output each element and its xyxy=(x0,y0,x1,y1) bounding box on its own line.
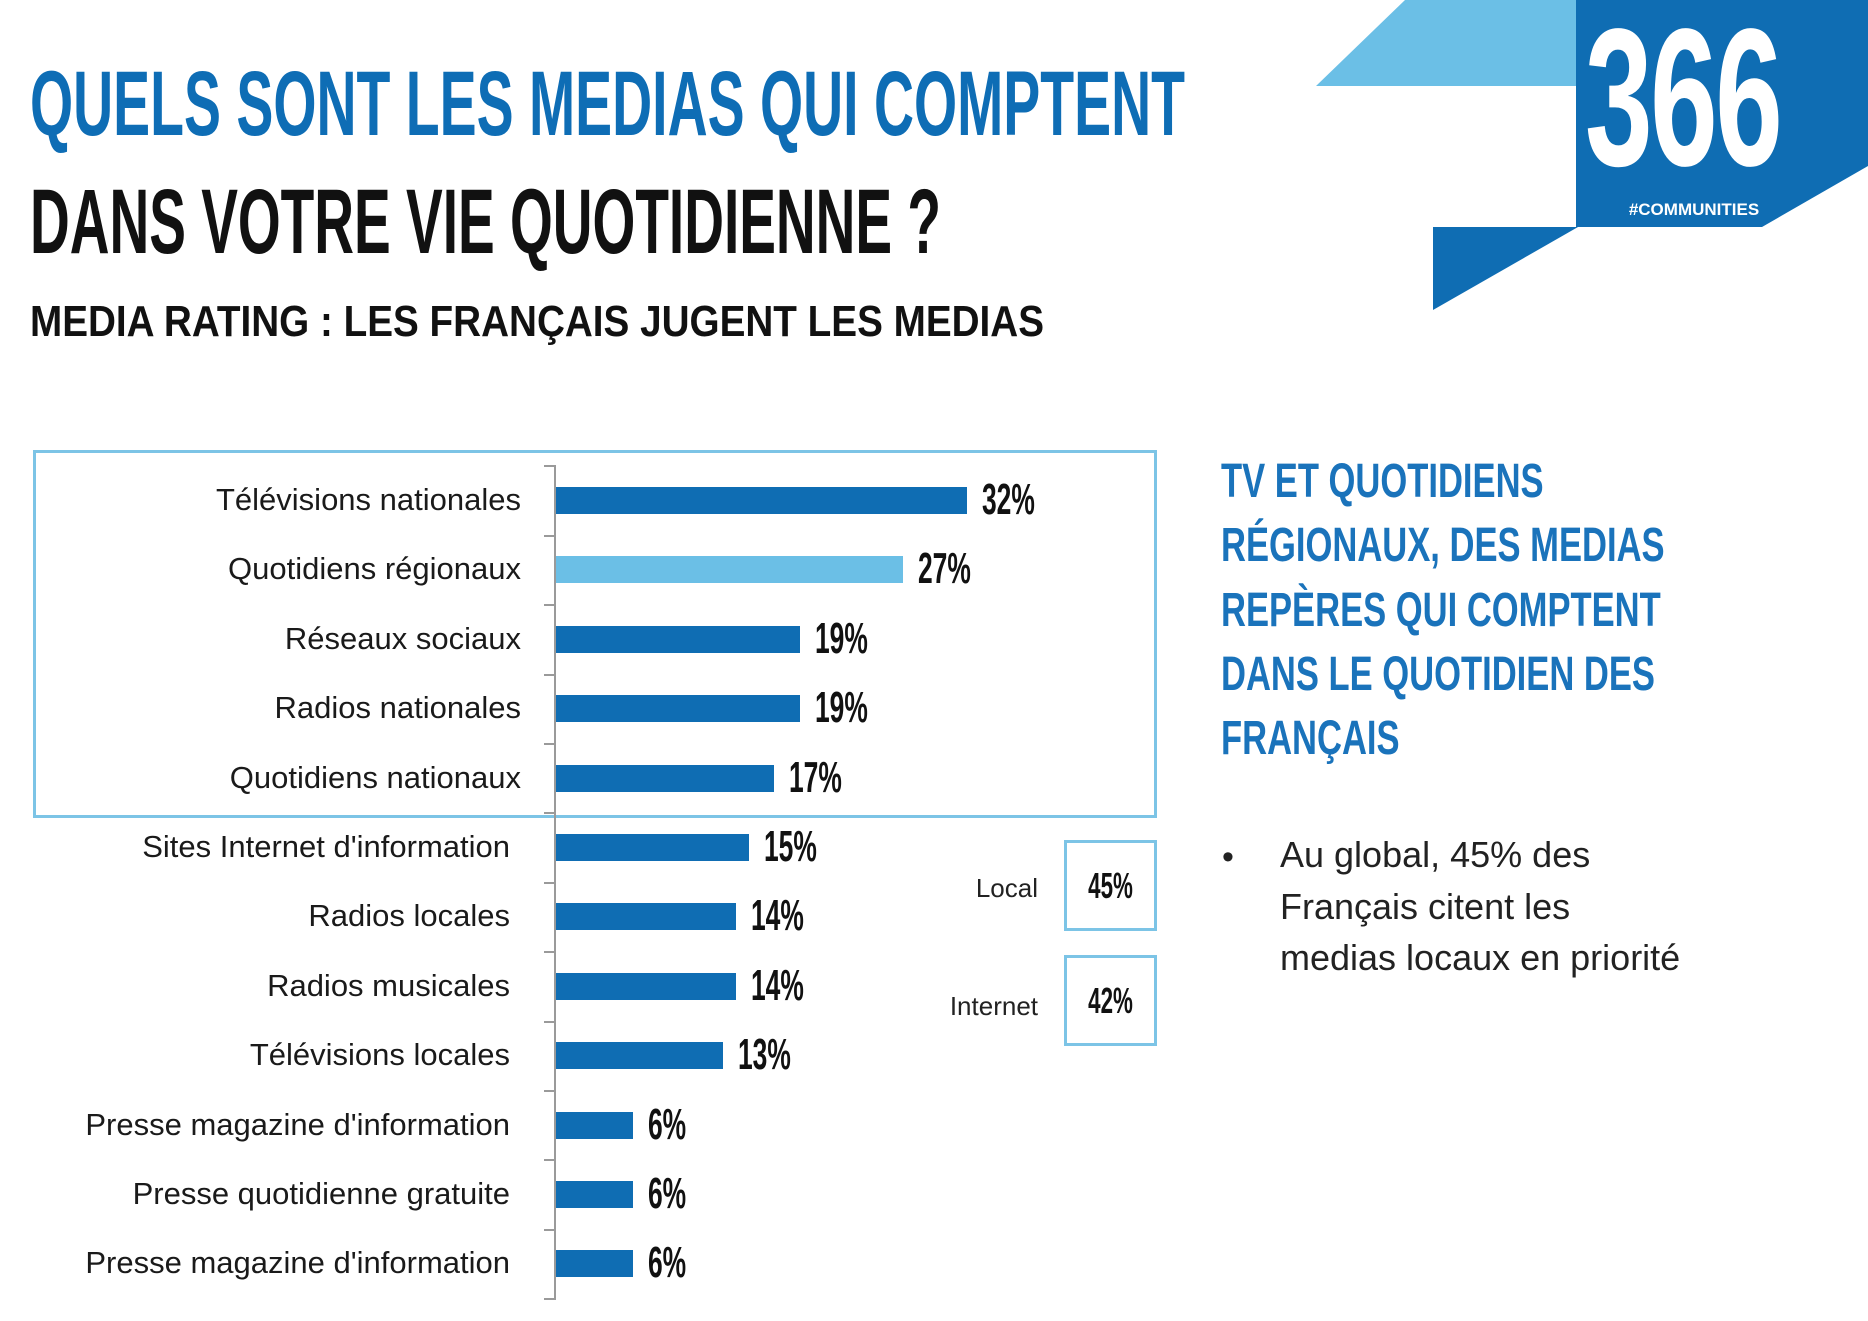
summary-label-local: Local xyxy=(975,873,1038,903)
axis-tick xyxy=(544,1159,554,1162)
summary-box-internet: 42% xyxy=(1064,955,1157,1046)
category-label: Télévisions locales xyxy=(249,1037,510,1073)
axis-tick xyxy=(544,812,554,815)
axis-tick xyxy=(544,1020,554,1023)
summary-value-local: 45% xyxy=(1088,865,1133,906)
value-label: 6% xyxy=(648,1099,687,1149)
category-label: Radios locales xyxy=(308,898,510,934)
logo-light-shape xyxy=(1316,0,1577,86)
category-label: Quotidiens régionaux xyxy=(228,551,521,587)
summary-label-internet: Internet xyxy=(949,991,1038,1021)
value-label: 13% xyxy=(738,1030,791,1080)
bullet-text-line: medias locaux en priorité xyxy=(1280,937,1681,978)
axis-tick xyxy=(544,465,554,468)
category-label: Télévisions nationales xyxy=(215,482,521,517)
bar xyxy=(556,903,736,931)
category-label: Réseaux sociaux xyxy=(284,620,521,656)
bar xyxy=(556,487,968,514)
category-label: Sites Internet d'information xyxy=(142,829,510,864)
value-label: 17% xyxy=(789,752,843,802)
side-heading-line: TV ET QUOTIDIENS xyxy=(1221,455,1544,508)
page-title-line2: DANS VOTRE VIE QUOTIDIENNE ? xyxy=(30,171,941,273)
axis-tick xyxy=(544,1228,554,1231)
axis-tick xyxy=(544,881,554,884)
summary-value-internet: 42% xyxy=(1088,980,1133,1021)
logo-366-communities xyxy=(1316,0,1868,310)
bar xyxy=(556,1181,634,1208)
axis-tick xyxy=(544,604,554,607)
side-heading-line: DANS LE QUOTIDIEN DES xyxy=(1221,648,1655,701)
axis-tick xyxy=(544,742,554,745)
bullet-text-line: Au global, 45% des xyxy=(1280,834,1591,875)
category-label: Radios musicales xyxy=(267,967,510,1003)
axis-tick xyxy=(544,1298,554,1301)
side-heading-line: FRANÇAIS xyxy=(1221,712,1400,765)
logo-tag: #COMMUNITIES xyxy=(1628,200,1760,219)
category-label: Presse magazine d'information xyxy=(85,1245,510,1281)
bar xyxy=(556,1250,634,1278)
value-label: 19% xyxy=(815,613,868,663)
value-label: 27% xyxy=(917,544,971,594)
category-label: Quotidiens nationaux xyxy=(229,759,521,795)
y-axis xyxy=(554,465,556,1300)
bullet-icon: • xyxy=(1222,838,1234,876)
bar xyxy=(556,625,801,653)
top-media-highlight-box xyxy=(33,450,1157,818)
value-label: 14% xyxy=(750,891,804,941)
value-label: 6% xyxy=(648,1169,687,1218)
axis-tick xyxy=(544,1089,554,1092)
category-label: Radios nationales xyxy=(274,690,521,726)
bar xyxy=(556,1042,724,1070)
value-label: 15% xyxy=(763,822,817,871)
page-subtitle: MEDIA RATING : LES FRANÇAIS JUGENT LES M… xyxy=(30,297,1044,346)
category-label: Presse magazine d'information xyxy=(85,1106,510,1142)
bar xyxy=(556,695,801,723)
bar xyxy=(556,972,736,1000)
value-label: 6% xyxy=(648,1238,687,1288)
summary-box-local: 45% xyxy=(1064,840,1157,931)
value-label: 19% xyxy=(815,683,868,733)
value-label: 14% xyxy=(750,960,804,1010)
side-heading-line: REPÈRES QUI COMPTENT xyxy=(1221,584,1661,637)
side-heading-line: RÉGIONAUX, DES MEDIAS xyxy=(1221,519,1665,572)
page-title: QUELS SONT LES MEDIAS QUI COMPTENT xyxy=(30,53,1185,155)
bar xyxy=(556,764,775,792)
bar xyxy=(556,834,749,861)
logo-dark-shape xyxy=(1576,0,1868,227)
category-label: Presse quotidienne gratuite xyxy=(132,1176,510,1211)
axis-tick xyxy=(544,951,554,954)
logo-number: 366 xyxy=(1585,14,1781,182)
axis-tick xyxy=(544,673,554,676)
logo-dark-triangle xyxy=(1433,227,1578,310)
axis-tick xyxy=(544,534,554,537)
bar xyxy=(556,556,903,584)
bar xyxy=(556,1111,634,1139)
bullet-text-line: Français citent les xyxy=(1280,886,1571,927)
value-label: 32% xyxy=(982,475,1036,524)
